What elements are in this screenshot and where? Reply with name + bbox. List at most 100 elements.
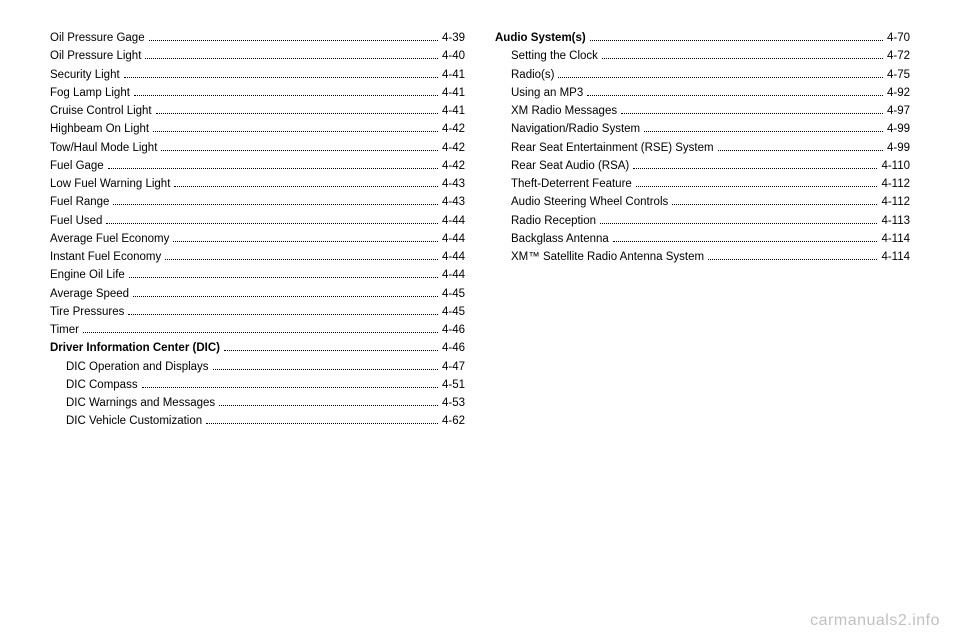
toc-entry: Theft-Deterrent Feature 4-112 — [495, 176, 910, 193]
toc-entry-page: 4-42 — [442, 140, 465, 157]
toc-dots — [153, 131, 438, 132]
toc-dots — [124, 77, 438, 78]
toc-dots — [142, 387, 438, 388]
toc-entry-page: 4-45 — [442, 304, 465, 321]
toc-entry-page: 4-92 — [887, 85, 910, 102]
toc-entry-label: Rear Seat Audio (RSA) — [511, 158, 629, 175]
toc-entry-label: Audio Steering Wheel Controls — [511, 194, 668, 211]
toc-entry-page: 4-44 — [442, 267, 465, 284]
toc-dots — [590, 40, 883, 41]
toc-entry-page: 4-97 — [887, 103, 910, 120]
toc-entry-page: 4-46 — [442, 340, 465, 357]
toc-dots — [718, 150, 883, 151]
toc-entry-label: Rear Seat Entertainment (RSE) System — [511, 140, 714, 157]
toc-entry-page: 4-45 — [442, 286, 465, 303]
toc-entry-label: Backglass Antenna — [511, 231, 609, 248]
toc-entry: DIC Vehicle Customization4-62 — [50, 413, 465, 430]
toc-entry-label: Engine Oil Life — [50, 267, 125, 284]
toc-entry-page: 4-72 — [887, 48, 910, 65]
toc-entry: DIC Warnings and Messages4-53 — [50, 395, 465, 412]
toc-entry-label: Fuel Range — [50, 194, 109, 211]
toc-entry-label: Tow/Haul Mode Light — [50, 140, 157, 157]
toc-entry-page: 4-112 — [881, 176, 910, 193]
toc-entry-label: Average Speed — [50, 286, 129, 303]
toc-entry-page: 4-75 — [887, 67, 910, 84]
toc-entry-label: Fog Lamp Light — [50, 85, 130, 102]
toc-entry-label: Security Light — [50, 67, 120, 84]
toc-entry: Radio(s)4-75 — [495, 67, 910, 84]
toc-dots — [134, 95, 438, 96]
toc-dots — [128, 314, 438, 315]
toc-entry: Audio Steering Wheel Controls 4-112 — [495, 194, 910, 211]
toc-entry: Highbeam On Light 4-42 — [50, 121, 465, 138]
toc-entry-page: 4-43 — [442, 194, 465, 211]
toc-entry: DIC Compass4-51 — [50, 377, 465, 394]
toc-entry-page: 4-114 — [881, 231, 910, 248]
toc-entry-page: 4-40 — [442, 48, 465, 65]
toc-entry: Radio Reception4-113 — [495, 213, 910, 230]
toc-entry: Oil Pressure Light 4-40 — [50, 48, 465, 65]
toc-entry-page: 4-114 — [881, 249, 910, 266]
toc-dots — [173, 241, 438, 242]
toc-entry-label: Timer — [50, 322, 79, 339]
toc-entry-page: 4-46 — [442, 322, 465, 339]
toc-entry-page: 4-42 — [442, 121, 465, 138]
toc-entry: XM™ Satellite Radio Antenna System 4-114 — [495, 249, 910, 266]
toc-entry-label: Tire Pressures — [50, 304, 124, 321]
right-column: Audio System(s) 4-70 Setting the Clock 4-72… — [495, 30, 910, 432]
toc-dots — [206, 423, 438, 424]
toc-entry-page: 4-41 — [442, 67, 465, 84]
toc-dots — [161, 150, 438, 151]
toc-entry-label: Oil Pressure Light — [50, 48, 141, 65]
toc-entry-page: 4-41 — [442, 85, 465, 102]
toc-entry: XM Radio Messages4-97 — [495, 103, 910, 120]
toc-dots — [621, 113, 883, 114]
toc-dots — [129, 277, 438, 278]
toc-entry: Security Light 4-41 — [50, 67, 465, 84]
toc-entry: Rear Seat Audio (RSA)4-110 — [495, 158, 910, 175]
toc-entry: Tow/Haul Mode Light 4-42 — [50, 140, 465, 157]
toc-entry: Oil Pressure Gage4-39 — [50, 30, 465, 47]
toc-entry-label: Oil Pressure Gage — [50, 30, 145, 47]
toc-entry-label: DIC Operation and Displays — [66, 359, 209, 376]
toc-entry-page: 4-112 — [881, 194, 910, 211]
toc-dots — [600, 223, 877, 224]
toc-entry: Engine Oil Life 4-44 — [50, 267, 465, 284]
toc-entry-page: 4-99 — [887, 140, 910, 157]
toc-entry-page: 4-44 — [442, 231, 465, 248]
toc-dots — [644, 131, 883, 132]
toc-dots — [636, 186, 878, 187]
toc-entry-page: 4-70 — [887, 30, 910, 47]
toc-entry-page: 4-53 — [442, 395, 465, 412]
toc-entry: Using an MP34-92 — [495, 85, 910, 102]
toc-entry-page: 4-42 — [442, 158, 465, 175]
toc-entry-label: Theft-Deterrent Feature — [511, 176, 632, 193]
toc-entry: Fuel Range 4-43 — [50, 194, 465, 211]
toc-entry: Timer 4-46 — [50, 322, 465, 339]
toc-dots — [83, 332, 438, 333]
toc-dots — [602, 58, 883, 59]
toc-entry-label: DIC Vehicle Customization — [66, 413, 202, 430]
toc-entry-label: DIC Compass — [66, 377, 138, 394]
toc-dots — [219, 405, 438, 406]
toc-entry: DIC Operation and Displays 4-47 — [50, 359, 465, 376]
toc-entry-page: 4-47 — [442, 359, 465, 376]
toc-dots — [145, 58, 438, 59]
toc-dots — [149, 40, 438, 41]
toc-entry-label: Fuel Used — [50, 213, 102, 230]
toc-entry-label: Low Fuel Warning Light — [50, 176, 170, 193]
toc-entry-page: 4-44 — [442, 213, 465, 230]
toc-entry: Average Fuel Economy4-44 — [50, 231, 465, 248]
toc-dots — [633, 168, 877, 169]
toc-dots — [708, 259, 877, 260]
toc-entry-page: 4-99 — [887, 121, 910, 138]
toc-entry-label: XM™ Satellite Radio Antenna System — [511, 249, 704, 266]
toc-entry-label: Highbeam On Light — [50, 121, 149, 138]
toc-entry-label: Audio System(s) — [495, 30, 586, 47]
toc-entry-label: Instant Fuel Economy — [50, 249, 161, 266]
toc-entry-label: Setting the Clock — [511, 48, 598, 65]
toc-dots — [587, 95, 883, 96]
toc-entry: Navigation/Radio System4-99 — [495, 121, 910, 138]
page-content: Oil Pressure Gage4-39Oil Pressure Light 4… — [0, 0, 960, 472]
toc-entry: Driver Information Center (DIC)4-46 — [50, 340, 465, 357]
